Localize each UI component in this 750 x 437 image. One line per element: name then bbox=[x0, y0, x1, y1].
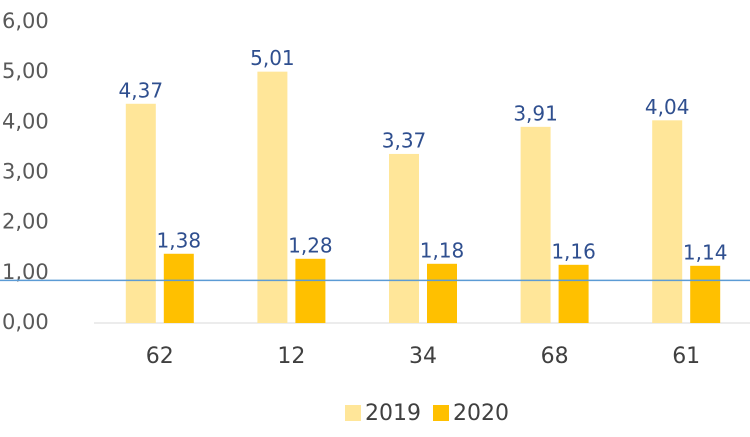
bar bbox=[257, 71, 288, 323]
bar bbox=[295, 258, 326, 323]
value-label: 1,18 bbox=[420, 238, 465, 262]
y-tick-label: 4,00 bbox=[2, 109, 49, 133]
x-tick-label: 61 bbox=[672, 344, 700, 369]
bar bbox=[652, 120, 683, 324]
value-label: 4,37 bbox=[119, 78, 164, 102]
legend-swatch bbox=[433, 405, 449, 421]
value-label: 1,14 bbox=[683, 240, 728, 264]
value-label: 3,91 bbox=[513, 101, 558, 125]
y-tick-label: 2,00 bbox=[2, 210, 49, 234]
bar bbox=[520, 126, 551, 324]
bar bbox=[558, 264, 589, 323]
bar bbox=[427, 263, 457, 323]
x-tick-label: 34 bbox=[409, 344, 437, 369]
x-tick-label: 68 bbox=[541, 344, 569, 369]
y-tick-label: 0,00 bbox=[2, 310, 49, 334]
x-tick-label: 62 bbox=[146, 344, 174, 369]
legend-swatch bbox=[345, 405, 361, 421]
value-label: 1,16 bbox=[551, 239, 596, 263]
y-tick-label: 3,00 bbox=[2, 160, 49, 184]
legend-label: 2020 bbox=[453, 401, 509, 426]
value-label: 1,28 bbox=[288, 233, 333, 257]
value-label: 3,37 bbox=[382, 128, 427, 152]
y-tick-label: 6,00 bbox=[2, 9, 49, 33]
value-label: 4,04 bbox=[645, 95, 690, 119]
legend-label: 2019 bbox=[365, 401, 421, 426]
bar bbox=[389, 153, 419, 323]
bar bbox=[125, 103, 156, 323]
x-tick-label: 12 bbox=[277, 344, 305, 369]
bar bbox=[690, 265, 721, 323]
value-label: 1,38 bbox=[157, 228, 202, 252]
value-label: 5,01 bbox=[250, 46, 295, 70]
y-tick-label: 5,00 bbox=[2, 59, 49, 83]
bar bbox=[163, 253, 194, 323]
